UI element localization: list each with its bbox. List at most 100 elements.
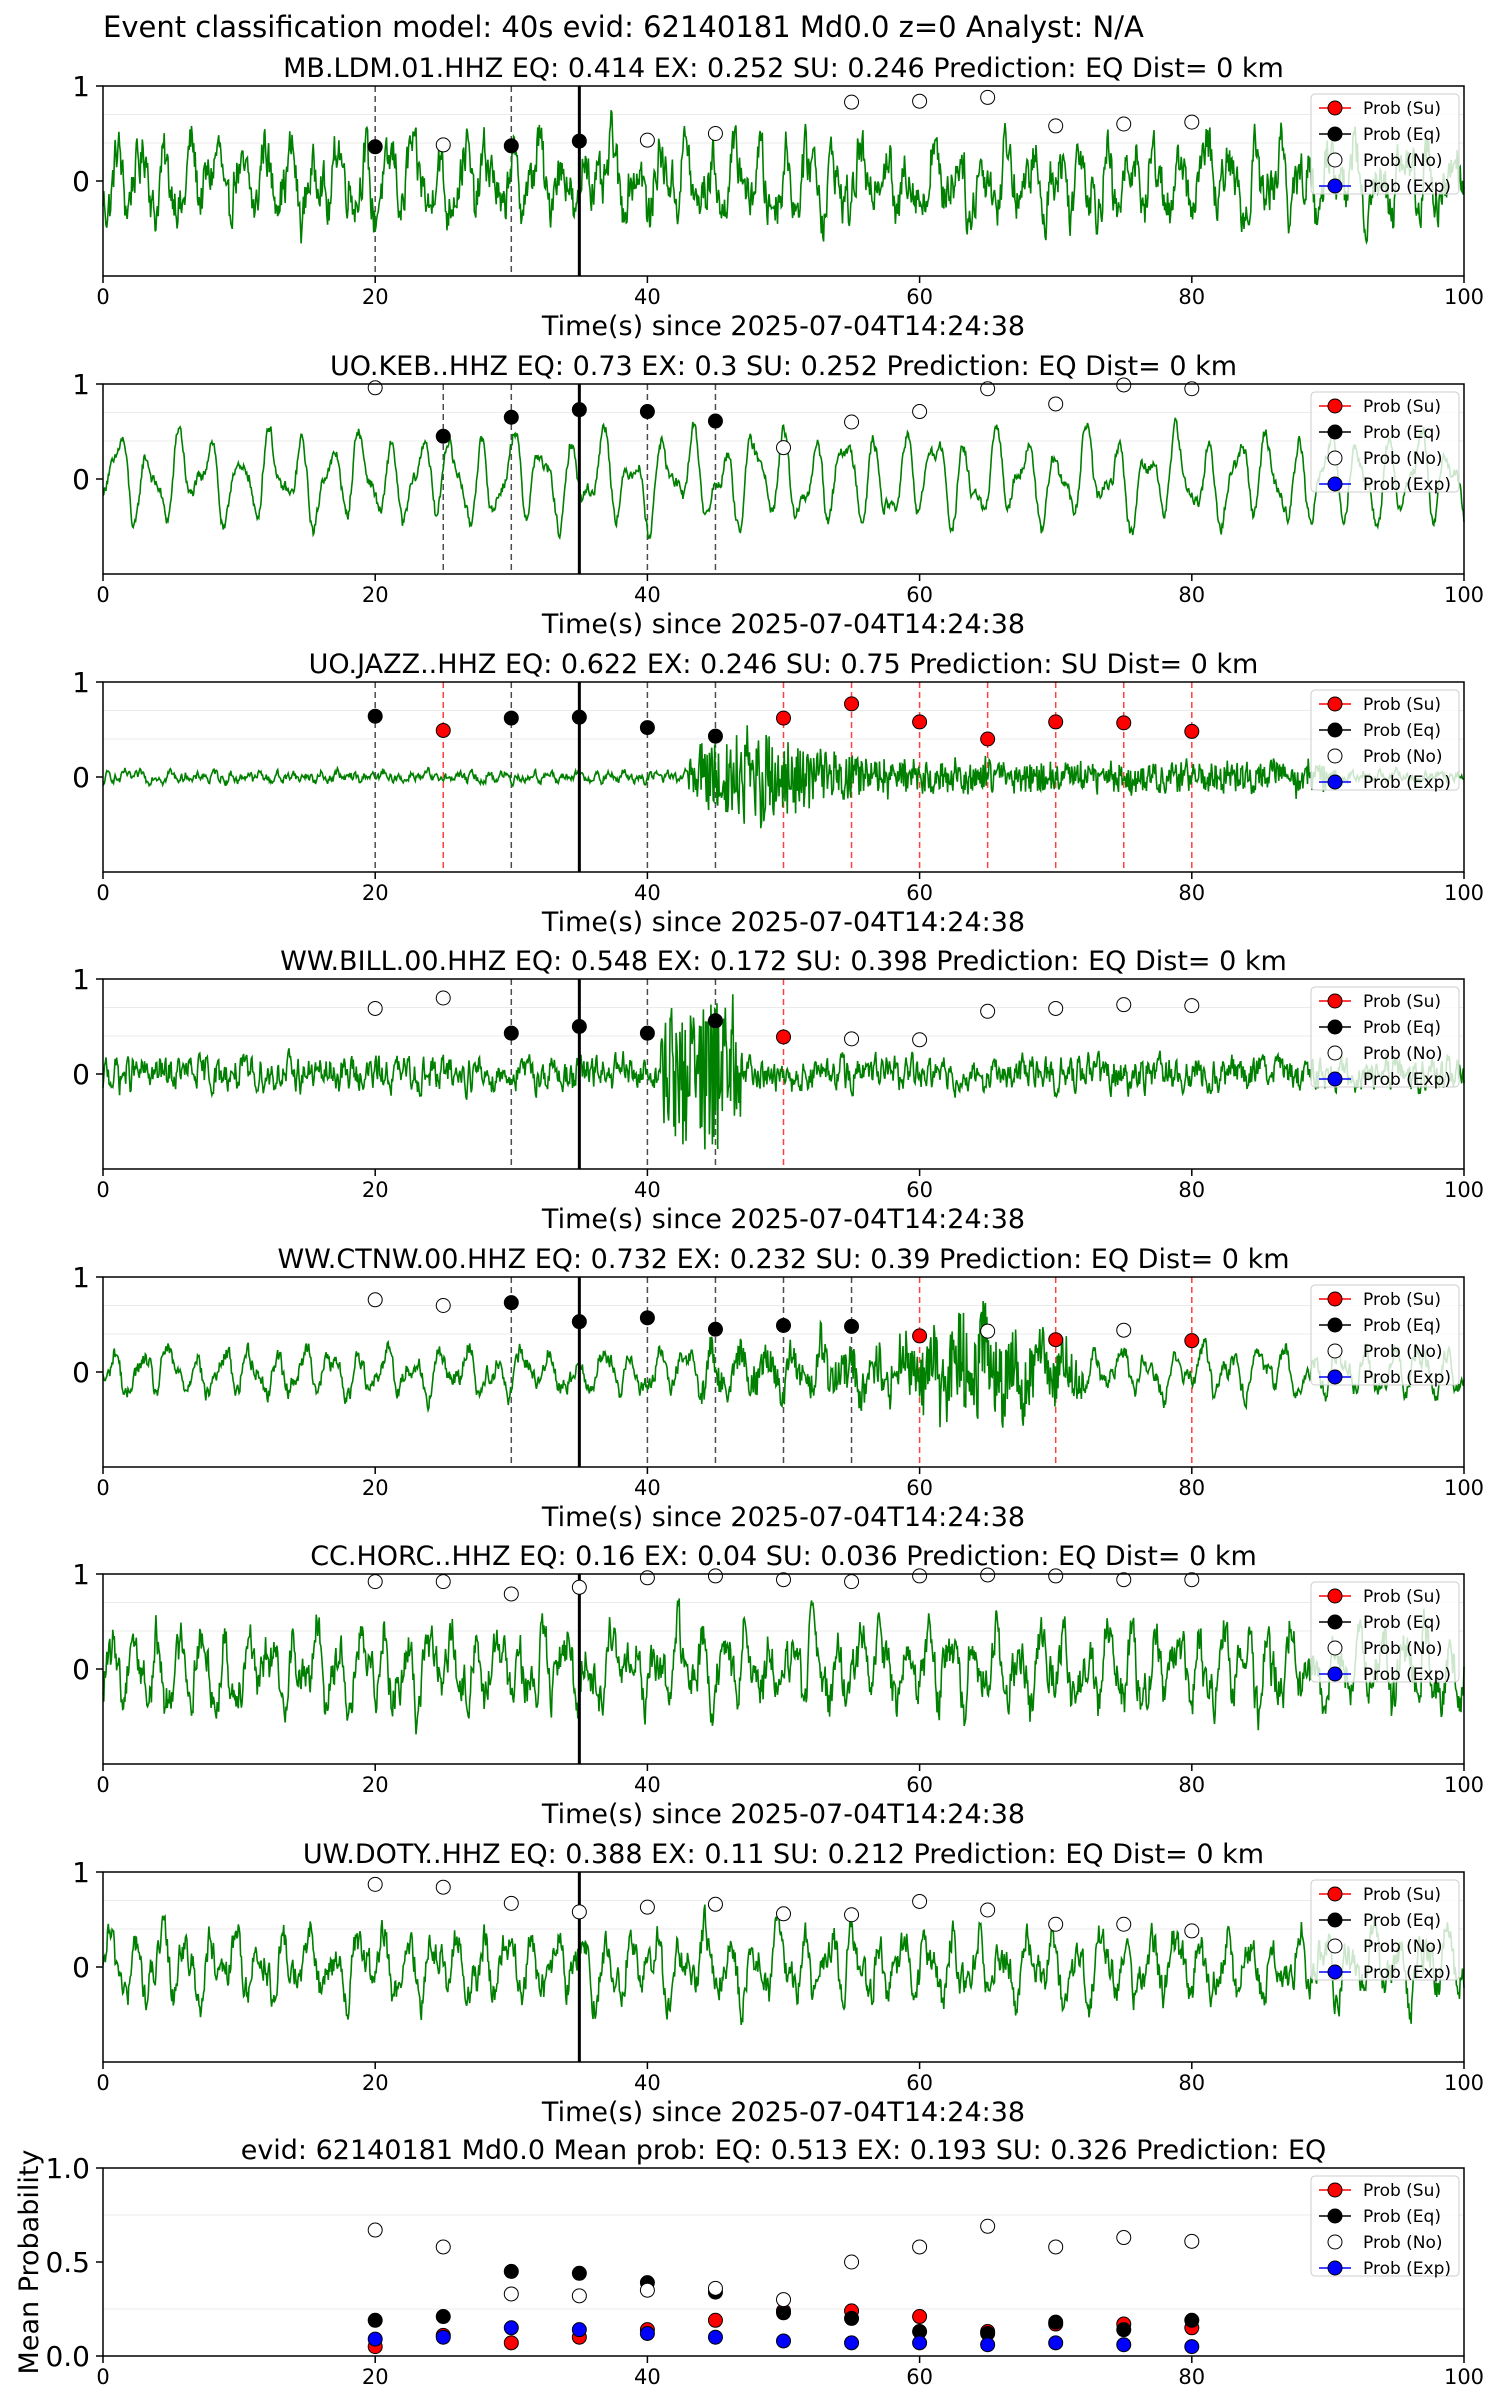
- legend-box: [1310, 1284, 1460, 1386]
- y-tick-label: 0: [72, 463, 90, 496]
- x-tick-label: 100: [1444, 2365, 1484, 2389]
- prob-marker-no: [980, 1003, 996, 1019]
- mean-prob-marker-no: [571, 2288, 587, 2304]
- mean-prob-marker-exp: [912, 2335, 928, 2351]
- legend-marker-su: [1327, 993, 1343, 1009]
- legend-marker-su: [1327, 100, 1343, 116]
- x-tick-label: 60: [906, 881, 933, 905]
- mean-prob-marker-eq: [435, 2309, 451, 2325]
- y-tick-label: 0: [72, 1951, 90, 1984]
- legend-marker-eq: [1327, 1317, 1343, 1333]
- axes-frame: [102, 2167, 1465, 2357]
- legend-label: Prob (Exp): [1363, 1070, 1451, 1090]
- prob-marker-su: [980, 731, 996, 747]
- prob-marker-no: [980, 1902, 996, 1918]
- x-tick-label: 20: [362, 881, 389, 905]
- x-tick-label: 100: [1444, 1178, 1484, 1202]
- legend-label: Prob (Eq): [1363, 125, 1441, 145]
- mean-prob-marker-su: [503, 2335, 519, 2351]
- mean-prob-marker-no: [367, 2222, 383, 2238]
- panel-title: UO.KEB..HHZ EQ: 0.73 EX: 0.3 SU: 0.252 P…: [330, 351, 1237, 382]
- y-tick-label: 1.0: [45, 2152, 90, 2185]
- legend: Prob (Su) Prob (Eq) Prob (No) Prob (Exp): [1310, 986, 1460, 1090]
- prob-marker-eq: [639, 1310, 655, 1326]
- legend: Prob (Su) Prob (Eq) Prob (No) Prob (Exp): [1310, 2175, 1460, 2279]
- prob-marker-eq: [844, 1318, 860, 1334]
- x-tick-label: 20: [362, 1773, 389, 1797]
- x-tick-label: 0: [96, 2365, 109, 2389]
- x-tick-label: 0: [96, 2071, 109, 2095]
- legend-marker-no: [1327, 1640, 1343, 1656]
- prob-marker-no: [980, 381, 996, 397]
- prob-marker-no: [844, 1574, 860, 1590]
- prob-marker-eq: [503, 1025, 519, 1041]
- prob-marker-no: [776, 1906, 791, 1922]
- prob-marker-no: [571, 1904, 587, 1920]
- x-tick-label: 0: [96, 1178, 109, 1202]
- prob-marker-eq: [571, 133, 587, 149]
- x-tick-label: 20: [362, 1178, 389, 1202]
- legend-label: Prob (Su): [1363, 992, 1441, 1012]
- prob-marker-eq: [571, 402, 587, 418]
- prob-marker-eq: [503, 1295, 519, 1311]
- mean-prob-marker-no: [980, 2218, 996, 2234]
- legend-marker-eq: [1327, 1614, 1343, 1630]
- prob-marker-no: [1048, 118, 1064, 134]
- mean-prob-marker-exp: [639, 2325, 655, 2341]
- y-tick-label: 0.5: [45, 2246, 90, 2279]
- legend-marker-exp: [1327, 1964, 1343, 1980]
- prob-marker-su: [1048, 1332, 1064, 1348]
- prob-marker-no: [367, 380, 383, 396]
- legend-marker-su: [1327, 1588, 1343, 1604]
- legend: Prob (Su) Prob (Eq) Prob (No) Prob (Exp): [1310, 689, 1460, 793]
- prob-marker-no: [639, 1570, 655, 1586]
- prob-marker-no: [639, 1899, 655, 1915]
- x-tick-label: 60: [906, 285, 933, 309]
- legend-marker-no: [1327, 1938, 1343, 1954]
- mean-prob-marker-su: [707, 2312, 723, 2328]
- prob-marker-no: [1116, 1572, 1132, 1588]
- legend-label: Prob (Exp): [1363, 1963, 1451, 1983]
- x-tick-label: 60: [906, 1773, 933, 1797]
- legend-marker-exp: [1327, 1071, 1343, 1087]
- prob-marker-no: [1184, 114, 1200, 130]
- mean-prob-marker-exp: [980, 2337, 996, 2353]
- legend-label: Prob (Su): [1363, 1885, 1441, 1905]
- prob-marker-no: [980, 1567, 996, 1583]
- legend-label: Prob (No): [1363, 747, 1443, 767]
- prob-marker-no: [503, 1895, 519, 1911]
- legend-box: [1310, 391, 1460, 493]
- legend-label: Prob (Exp): [1363, 2259, 1451, 2279]
- prob-marker-eq: [707, 413, 723, 429]
- prob-marker-no: [912, 1568, 928, 1584]
- prob-marker-eq: [367, 708, 383, 724]
- x-tick-label: 100: [1444, 583, 1484, 607]
- legend-label: Prob (Exp): [1363, 1368, 1451, 1388]
- y-tick-label: 1: [72, 963, 90, 996]
- x-axis-label: Time(s) since 2025-07-04T14:24:38: [541, 1204, 1025, 1235]
- panel-5: WW.CTNW.00.HHZ EQ: 0.732 EX: 0.232 SU: 0…: [72, 1244, 1484, 1533]
- x-tick-label: 0: [96, 583, 109, 607]
- x-tick-label: 40: [634, 2365, 661, 2389]
- prob-marker-no: [776, 1572, 791, 1588]
- legend-marker-no: [1327, 1045, 1343, 1061]
- legend-marker-exp: [1327, 178, 1343, 194]
- panel-title: WW.BILL.00.HHZ EQ: 0.548 EX: 0.172 SU: 0…: [280, 946, 1287, 977]
- legend-marker-exp: [1327, 1666, 1343, 1682]
- x-tick-label: 40: [634, 1476, 661, 1500]
- x-tick-label: 0: [96, 1476, 109, 1500]
- legend-label: Prob (No): [1363, 1937, 1443, 1957]
- prob-marker-su: [1116, 715, 1132, 731]
- panel-title: UW.DOTY..HHZ EQ: 0.388 EX: 0.11 SU: 0.21…: [303, 1839, 1264, 1870]
- prob-marker-no: [912, 1893, 928, 1909]
- legend-box: [1310, 1581, 1460, 1683]
- legend: Prob (Su) Prob (Eq) Prob (No) Prob (Exp): [1310, 1284, 1460, 1388]
- mean-prob-marker-no: [1184, 2233, 1200, 2249]
- legend-box: [1310, 986, 1460, 1088]
- x-tick-label: 80: [1178, 2365, 1205, 2389]
- mean-prob-marker-no: [435, 2239, 451, 2255]
- prob-marker-no: [1048, 1568, 1064, 1584]
- legend-label: Prob (No): [1363, 2233, 1443, 2253]
- prob-marker-su: [912, 1328, 928, 1344]
